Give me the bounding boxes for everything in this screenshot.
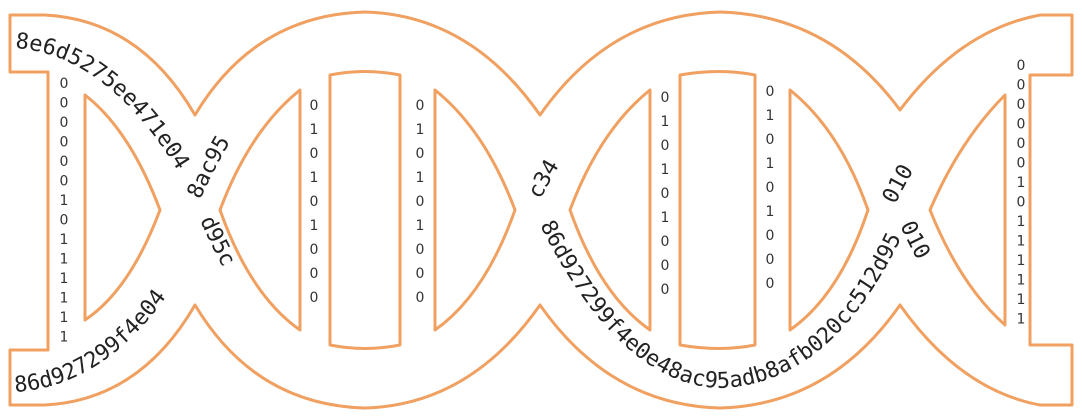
helix-inner-hole-4 [433, 88, 517, 332]
col-far-left-bit: 1 [60, 252, 69, 268]
strand-text-upper-arc-2: c34 [523, 156, 564, 203]
col-far-left-bit: 0 [60, 96, 69, 112]
col-far-right-bit: 1 [1017, 234, 1026, 250]
strand-text-top-right: 010 [878, 160, 919, 207]
bit-columns: 0000001011111101010100001010100001010100… [60, 58, 1026, 346]
col-mid-b-bit: 0 [766, 132, 775, 148]
helix-inner-hole-8 [928, 93, 1007, 327]
col-far-right-bit: 0 [1017, 136, 1026, 152]
strand-text-bottom-right: 010 [895, 217, 935, 263]
col-mid-a-bit: 0 [661, 90, 670, 106]
col-far-right-bit: 0 [1017, 58, 1026, 74]
col-left-inner-b-bit: 0 [416, 98, 425, 114]
col-left-inner-a-bit: 1 [310, 122, 319, 138]
col-far-right-bit: 1 [1017, 273, 1026, 289]
col-left-inner-a-bit: 0 [310, 290, 319, 306]
helix-inner-hole-6 [678, 70, 757, 350]
col-mid-a-bit: 1 [661, 210, 670, 226]
helix-inner-hole-3 [328, 70, 402, 350]
col-left-inner-b-bit: 0 [416, 194, 425, 210]
col-far-left-bit: 1 [60, 310, 69, 326]
col-left-inner-a-bit: 0 [310, 266, 319, 282]
strand-text-top-left: 8e6d5275ee471e04 [14, 29, 194, 174]
col-far-left-bit: 0 [60, 174, 69, 190]
col-far-left-bit: 0 [60, 135, 69, 151]
col-far-left-bit: 1 [60, 271, 69, 287]
col-left-inner-b-bit: 1 [416, 218, 425, 234]
col-far-left-bit: 0 [60, 213, 69, 229]
col-left-inner-a-bit: 0 [310, 194, 319, 210]
col-left-inner-a-bit: 1 [310, 170, 319, 186]
col-left-inner-a-bit: 0 [310, 242, 319, 258]
col-far-left-bit: 1 [60, 193, 69, 209]
col-mid-b-bit: 0 [766, 180, 775, 196]
col-mid-b-bit: 1 [766, 156, 775, 172]
col-far-left-bit: 1 [60, 232, 69, 248]
col-far-right-bit: 0 [1017, 78, 1026, 94]
col-far-left-bit: 0 [60, 154, 69, 170]
col-mid-a-bit: 0 [661, 234, 670, 250]
col-left-inner-a-bit: 0 [310, 98, 319, 114]
col-far-left-bit: 0 [60, 115, 69, 131]
col-left-inner-b-bit: 0 [416, 146, 425, 162]
col-mid-a-bit: 0 [661, 258, 670, 274]
col-left-inner-b-bit: 1 [416, 122, 425, 138]
col-left-inner-b-bit: 1 [416, 170, 425, 186]
col-mid-a-bit: 0 [661, 138, 670, 154]
col-mid-b-bit: 1 [766, 108, 775, 124]
col-far-left-bit: 1 [60, 330, 69, 346]
col-mid-a-bit: 0 [661, 186, 670, 202]
col-far-right-bit: 1 [1017, 175, 1026, 191]
col-far-left-bit: 0 [60, 76, 69, 92]
helix-inner-hole-7 [788, 88, 870, 332]
col-mid-a-bit: 1 [661, 114, 670, 130]
helix-inner-hole-2 [218, 88, 302, 332]
col-far-left-bit: 1 [60, 291, 69, 307]
col-left-inner-a-bit: 1 [310, 218, 319, 234]
col-far-right-bit: 1 [1017, 253, 1026, 269]
col-far-right-bit: 0 [1017, 97, 1026, 113]
col-mid-b-bit: 1 [766, 204, 775, 220]
col-left-inner-b-bit: 0 [416, 242, 425, 258]
col-far-right-bit: 0 [1017, 195, 1026, 211]
col-left-inner-b-bit: 0 [416, 266, 425, 282]
col-mid-b-bit: 0 [766, 252, 775, 268]
col-mid-b-bit: 0 [766, 84, 775, 100]
strand-text-bottom-left: 86d927299f4e04 [13, 285, 171, 398]
col-far-right-bit: 1 [1017, 312, 1026, 328]
col-mid-a-bit: 0 [661, 282, 670, 298]
col-mid-a-bit: 1 [661, 162, 670, 178]
helix-inner-hole-1 [83, 93, 162, 322]
col-far-right-bit: 1 [1017, 292, 1026, 308]
col-left-inner-b-bit: 0 [416, 290, 425, 306]
col-far-right-bit: 0 [1017, 156, 1026, 172]
col-mid-b-bit: 0 [766, 228, 775, 244]
helix-inner-hole-5 [568, 88, 652, 332]
col-mid-b-bit: 0 [766, 276, 775, 292]
col-left-inner-a-bit: 0 [310, 146, 319, 162]
col-far-right-bit: 0 [1017, 117, 1026, 133]
helix-outer-outline [8, 10, 1074, 410]
col-far-right-bit: 1 [1017, 214, 1026, 230]
